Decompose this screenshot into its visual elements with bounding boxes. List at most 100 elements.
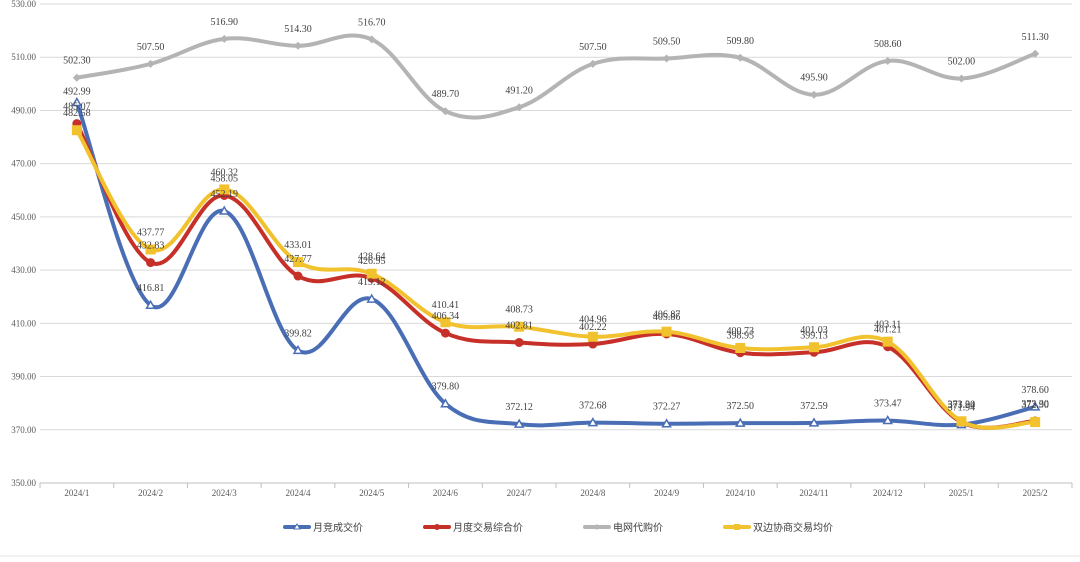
data-label: 371.94: [948, 400, 976, 411]
data-point: [72, 73, 81, 82]
data-label: 410.41: [432, 300, 460, 311]
data-label: 432.83: [137, 241, 165, 252]
data-label: 458.05: [211, 173, 239, 184]
data-point: [736, 53, 745, 62]
x-tick-label: 2024/10: [726, 488, 756, 498]
data-label: 401.03: [800, 325, 828, 336]
data-label: 416.81: [137, 283, 165, 294]
series-line: [74, 33, 1038, 120]
data-point: [146, 258, 156, 268]
data-label: 495.90: [800, 73, 828, 84]
data-point: [956, 416, 967, 427]
x-tick-label: 2024/8: [580, 488, 606, 498]
data-label: 492.99: [63, 86, 91, 97]
data-label: 372.90: [1021, 400, 1049, 411]
data-point: [883, 56, 892, 65]
data-label: 399.13: [800, 330, 828, 341]
data-point: [587, 331, 598, 342]
data-label: 373.30: [1021, 399, 1049, 410]
data-point: [734, 417, 746, 427]
data-point: [1031, 49, 1040, 58]
data-point: [71, 125, 82, 136]
data-label: 427.77: [284, 254, 312, 265]
y-tick-label: 390.00: [11, 372, 36, 382]
data-label: 372.27: [653, 402, 681, 413]
data-point: [71, 96, 83, 107]
data-label: 399.82: [284, 328, 312, 339]
y-tick-label: 430.00: [11, 265, 36, 275]
legend-swatch-marker: [293, 523, 301, 530]
data-label: 507.50: [137, 42, 165, 53]
data-label: 482.58: [63, 108, 91, 119]
y-tick-label: 470.00: [11, 159, 36, 169]
x-tick-label: 2024/3: [212, 488, 238, 498]
legend-label: 双边协商交易均价: [753, 521, 833, 534]
data-point: [514, 337, 524, 347]
data-label: 514.30: [284, 24, 312, 35]
data-label: 405.86: [653, 312, 681, 323]
data-label: 406.87: [653, 310, 681, 321]
x-tick-label: 2024/1: [64, 488, 89, 498]
data-point: [366, 293, 378, 303]
data-label: 373.20: [948, 399, 976, 410]
data-label: 378.60: [1021, 385, 1049, 396]
series-0: [71, 96, 1041, 429]
data-point: [218, 205, 230, 215]
y-tick-label: 530.00: [11, 0, 36, 9]
data-point: [588, 339, 598, 349]
data-label: 460.32: [211, 167, 239, 178]
series-2: [72, 33, 1040, 120]
x-tick-label: 2024/6: [433, 488, 459, 498]
data-point: [440, 328, 450, 338]
y-tick-label: 370.00: [11, 425, 36, 435]
data-point: [809, 342, 819, 353]
data-point: [440, 398, 451, 408]
data-point: [957, 74, 966, 83]
y-tick-label: 510.00: [11, 52, 36, 62]
legend-swatch-marker: [434, 524, 440, 530]
data-label: 433.01: [284, 240, 312, 251]
data-label: 511.30: [1022, 32, 1049, 43]
data-point: [662, 54, 671, 63]
data-label: 372.50: [727, 401, 755, 412]
data-point: [514, 321, 525, 332]
data-point: [1029, 401, 1041, 411]
data-label: 426.95: [358, 256, 386, 267]
x-tick-label: 2024/4: [285, 488, 311, 498]
data-point: [441, 107, 450, 116]
data-point: [219, 184, 230, 195]
data-point: [440, 317, 451, 328]
data-label: 419.12: [358, 277, 386, 288]
data-point: [882, 415, 894, 425]
y-tick-label: 490.00: [11, 105, 36, 115]
data-label: 485.07: [63, 102, 91, 113]
x-tick-label: 2024/12: [873, 488, 903, 498]
data-label: 372.68: [579, 401, 607, 412]
data-label: 428.64: [358, 252, 386, 263]
x-tick-label: 2024/9: [654, 488, 680, 498]
legend-label: 月度交易综合价: [453, 521, 523, 534]
y-tick-label: 450.00: [11, 212, 36, 222]
data-point: [146, 59, 155, 68]
gridlines: 350.00 370.00 390.00 410.00 430.00 450.00 470.…: [11, 0, 1072, 488]
data-label: 509.50: [653, 37, 681, 48]
data-label: 372.12: [505, 402, 533, 413]
data-label: 516.70: [358, 17, 386, 28]
data-label: 507.50: [579, 42, 607, 53]
x-tick-label: 2024/5: [359, 488, 385, 498]
data-label: 437.77: [137, 227, 165, 238]
data-label: 398.95: [727, 331, 755, 342]
data-point: [810, 90, 818, 99]
data-point: [587, 417, 599, 427]
y-tick-label: 410.00: [11, 318, 36, 328]
data-point: [293, 271, 303, 281]
data-label: 406.34: [432, 311, 460, 322]
legend-swatch-marker: [594, 524, 600, 530]
data-label: 372.59: [800, 401, 828, 412]
x-tick-label: 2024/11: [799, 488, 828, 498]
data-label: 491.20: [505, 85, 533, 96]
data-label: 403.11: [874, 320, 901, 331]
data-point: [145, 244, 156, 255]
y-tick-label: 350.00: [11, 478, 36, 488]
